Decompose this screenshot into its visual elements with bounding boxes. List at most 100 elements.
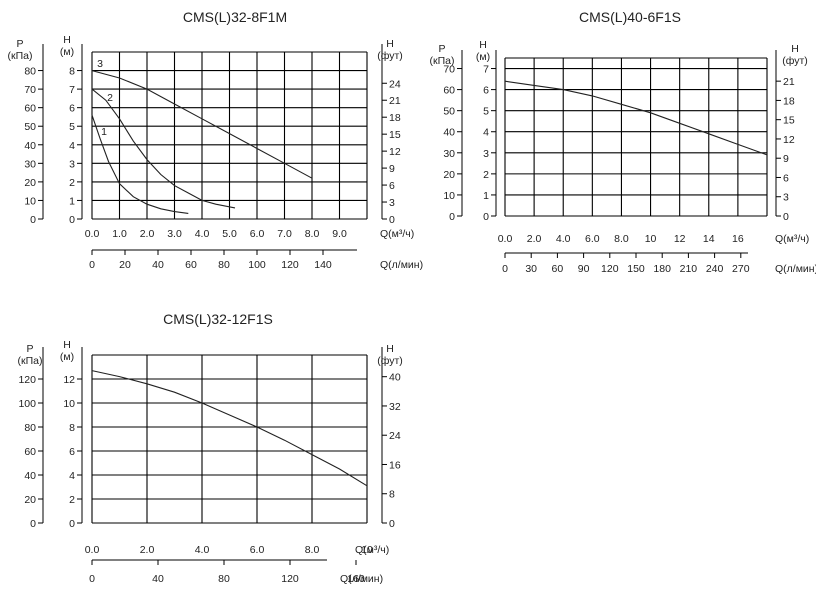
head-m-tick-label: 4 bbox=[69, 470, 75, 482]
pressure-tick-label: 60 bbox=[24, 103, 36, 115]
flow-m3h-tick-label: 2.0 bbox=[527, 233, 542, 245]
pressure-tick-label: 0 bbox=[30, 214, 36, 226]
pressure-tick-label: 70 bbox=[443, 64, 455, 76]
flow-lpm-tick-label: 80 bbox=[218, 573, 230, 585]
pressure-axis-label: P bbox=[438, 43, 445, 55]
flow-lpm-tick-label: 240 bbox=[706, 263, 724, 275]
chart-title: CMS(L)32-12F1S bbox=[163, 311, 273, 327]
pressure-tick-label: 30 bbox=[443, 148, 455, 160]
pressure-tick-label: 20 bbox=[24, 177, 36, 189]
head-m-tick-label: 0 bbox=[69, 518, 75, 530]
flow-lpm-tick-label: 90 bbox=[578, 263, 590, 275]
head-ft-tick-label: 18 bbox=[389, 112, 401, 124]
head-m-axis-label: (м) bbox=[476, 51, 490, 63]
head-ft-tick-label: 8 bbox=[389, 489, 395, 501]
head-m-tick-label: 5 bbox=[69, 121, 75, 133]
flow-m3h-tick-label: 1.0 bbox=[112, 228, 127, 240]
head-m-tick-label: 12 bbox=[63, 374, 75, 386]
flow-m3h-tick-label: 2.0 bbox=[140, 228, 155, 240]
flow-lpm-tick-label: 60 bbox=[552, 263, 564, 275]
curve-label-1: 1 bbox=[101, 126, 107, 138]
head-ft-tick-label: 12 bbox=[783, 134, 795, 146]
pressure-axis-label: (кПа) bbox=[430, 55, 455, 67]
pressure-tick-label: 40 bbox=[24, 140, 36, 152]
head-m-axis-label: H bbox=[479, 39, 487, 51]
flow-m3h-axis-label: Q(м³/ч) bbox=[380, 228, 414, 240]
head-m-tick-label: 6 bbox=[69, 446, 75, 458]
flow-m3h-tick-label: 10 bbox=[361, 544, 373, 556]
head-ft-tick-label: 15 bbox=[389, 129, 401, 141]
head-ft-axis-label: H bbox=[791, 43, 799, 55]
head-m-axis-label: (м) bbox=[60, 351, 74, 363]
head-ft-tick-label: 21 bbox=[389, 95, 401, 107]
pressure-tick-label: 100 bbox=[18, 398, 36, 410]
head-m-tick-label: 8 bbox=[69, 66, 75, 78]
pressure-axis-label: (кПа) bbox=[18, 355, 43, 367]
flow-lpm-tick-label: 20 bbox=[119, 259, 131, 271]
flow-m3h-tick-label: 8.0 bbox=[305, 228, 320, 240]
pressure-tick-label: 0 bbox=[449, 211, 455, 223]
flow-m3h-tick-label: 5.0 bbox=[222, 228, 237, 240]
head-ft-tick-label: 0 bbox=[389, 518, 395, 530]
flow-lpm-tick-label: 180 bbox=[653, 263, 671, 275]
pressure-tick-label: 40 bbox=[443, 127, 455, 139]
flow-lpm-tick-label: 140 bbox=[314, 259, 332, 271]
pump-curve bbox=[504, 80, 768, 156]
head-m-tick-label: 10 bbox=[63, 398, 75, 410]
head-ft-tick-label: 6 bbox=[783, 172, 789, 184]
flow-m3h-tick-label: 3.0 bbox=[167, 228, 182, 240]
head-ft-tick-label: 21 bbox=[783, 76, 795, 88]
flow-m3h-tick-label: 0.0 bbox=[85, 228, 100, 240]
chart-title: CMS(L)40-6F1S bbox=[579, 9, 681, 25]
pressure-tick-label: 120 bbox=[18, 374, 36, 386]
pressure-tick-label: 20 bbox=[443, 169, 455, 181]
flow-lpm-tick-label: 120 bbox=[281, 573, 299, 585]
head-m-axis-label: H bbox=[63, 339, 71, 351]
head-m-tick-label: 1 bbox=[483, 190, 489, 202]
pressure-tick-label: 70 bbox=[24, 84, 36, 96]
flow-m3h-tick-label: 4.0 bbox=[556, 233, 571, 245]
flow-lpm-tick-label: 210 bbox=[680, 263, 698, 275]
flow-m3h-tick-label: 8.0 bbox=[614, 233, 629, 245]
flow-m3h-tick-label: 0.0 bbox=[498, 233, 513, 245]
flow-lpm-tick-label: 120 bbox=[281, 259, 299, 271]
flow-lpm-tick-label: 100 bbox=[248, 259, 266, 271]
pressure-tick-label: 10 bbox=[24, 195, 36, 207]
head-ft-tick-label: 3 bbox=[389, 197, 395, 209]
flow-m3h-tick-label: 0.0 bbox=[85, 544, 100, 556]
pressure-tick-label: 10 bbox=[443, 190, 455, 202]
head-ft-axis-label: (фут) bbox=[377, 50, 403, 62]
head-ft-axis-label: H bbox=[386, 343, 394, 355]
head-m-axis-label: (м) bbox=[60, 46, 74, 58]
flow-m3h-tick-label: 7.0 bbox=[277, 228, 292, 240]
head-ft-tick-label: 9 bbox=[783, 153, 789, 165]
head-ft-axis-label: H bbox=[386, 38, 394, 50]
curve-label-3: 3 bbox=[97, 58, 103, 70]
head-ft-tick-label: 24 bbox=[389, 78, 401, 90]
chart-2: CMS(L)40-6F1S010203040506070P(кПа)012345… bbox=[430, 9, 816, 275]
pressure-tick-label: 30 bbox=[24, 158, 36, 170]
pressure-tick-label: 0 bbox=[30, 518, 36, 530]
head-m-tick-label: 4 bbox=[69, 140, 75, 152]
head-m-tick-label: 3 bbox=[69, 158, 75, 170]
pressure-axis-label: (кПа) bbox=[8, 50, 33, 62]
pump-curve-3 bbox=[91, 70, 313, 179]
head-m-axis-label: H bbox=[63, 34, 71, 46]
pressure-axis-label: P bbox=[26, 343, 33, 355]
head-ft-tick-label: 0 bbox=[389, 214, 395, 226]
chart-title: CMS(L)32-8F1M bbox=[183, 9, 287, 25]
pressure-tick-label: 40 bbox=[24, 470, 36, 482]
head-ft-tick-label: 6 bbox=[389, 180, 395, 192]
flow-lpm-tick-label: 120 bbox=[601, 263, 619, 275]
head-m-tick-label: 3 bbox=[483, 148, 489, 160]
pump-curve-2 bbox=[91, 88, 236, 209]
flow-m3h-tick-label: 10 bbox=[645, 233, 657, 245]
flow-lpm-tick-label: 40 bbox=[152, 259, 164, 271]
pressure-tick-label: 80 bbox=[24, 66, 36, 78]
head-ft-tick-label: 3 bbox=[783, 192, 789, 204]
flow-m3h-tick-label: 8.0 bbox=[305, 544, 320, 556]
flow-m3h-tick-label: 4.0 bbox=[195, 544, 210, 556]
pump-curve bbox=[91, 370, 368, 487]
flow-m3h-tick-label: 6.0 bbox=[585, 233, 600, 245]
